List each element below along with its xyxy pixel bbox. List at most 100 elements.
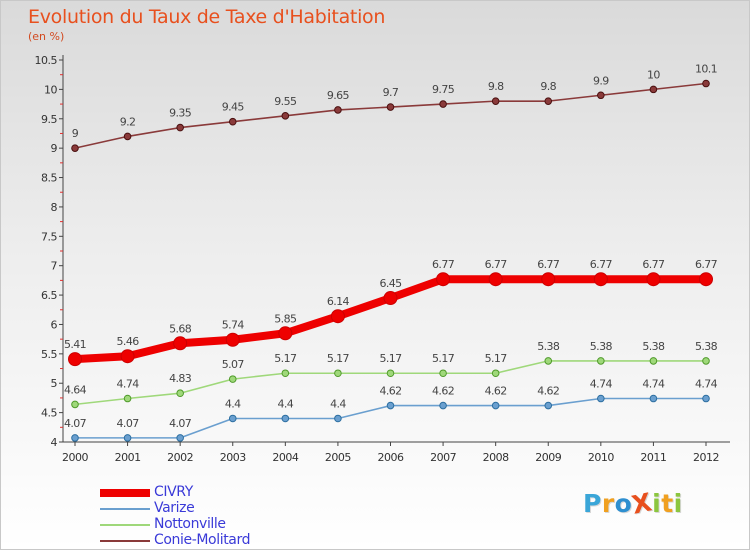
data-point: [120, 349, 135, 364]
data-point: [491, 401, 500, 410]
data-point: [228, 117, 237, 126]
data-point: [597, 91, 605, 100]
data-label: 4.74: [590, 378, 613, 391]
data-label: 9.8: [488, 80, 504, 93]
data-point: [702, 394, 710, 403]
data-label: 6.77: [432, 258, 455, 271]
legend-label: Nottonville: [154, 516, 226, 532]
data-point: [278, 326, 293, 341]
legend-label: CIVRY: [154, 484, 193, 500]
x-tick-label: 2007: [430, 451, 456, 464]
data-point: [439, 369, 447, 378]
data-point: [176, 389, 184, 398]
data-point: [439, 401, 447, 410]
y-tick-label: 7.5: [41, 230, 57, 243]
legend-label: Conie-Molitard: [154, 532, 251, 548]
logo-letter: r: [601, 489, 615, 518]
y-tick-label: 4.5: [41, 407, 57, 420]
data-label: 6.45: [379, 277, 402, 290]
logo-letter: i: [652, 489, 662, 518]
data-label: 5.38: [642, 340, 665, 353]
data-label: 4.83: [169, 372, 192, 385]
data-point: [71, 400, 79, 409]
data-point: [71, 434, 79, 442]
y-tick-label: 9.5: [41, 113, 57, 126]
data-label: 9.2: [120, 115, 136, 128]
data-label: 4.74: [117, 378, 140, 391]
logo-letter: X: [629, 487, 655, 520]
data-label: 4.4: [225, 397, 241, 410]
x-tick-label: 2000: [62, 451, 88, 464]
data-point: [386, 103, 395, 111]
data-point: [71, 144, 79, 152]
data-label: 4.07: [117, 417, 140, 430]
x-tick-label: 2005: [325, 451, 351, 464]
data-point: [491, 97, 500, 105]
data-point: [228, 414, 237, 423]
chart-title: Evolution du Taux de Taxe d'Habitation: [28, 6, 386, 28]
data-point: [281, 112, 290, 120]
data-point: [173, 336, 188, 351]
legend-swatch: [100, 508, 150, 510]
data-label: 5.46: [117, 335, 140, 348]
data-label: 5.17: [485, 352, 508, 365]
data-label: 4.62: [537, 385, 559, 398]
data-point: [281, 369, 290, 378]
data-label: 4.07: [169, 417, 192, 430]
data-label: 5.17: [432, 352, 455, 365]
data-label: 4.4: [277, 397, 293, 410]
data-point: [544, 357, 553, 365]
data-point: [544, 401, 553, 410]
logo-letter: P: [583, 489, 602, 518]
y-tick-label: 8.5: [41, 172, 57, 185]
y-tick-label: 10.5: [35, 54, 58, 67]
logo-letter: t: [661, 489, 674, 518]
y-tick-label: 5.5: [41, 348, 57, 361]
x-tick-label: 2002: [167, 451, 193, 464]
data-point: [702, 357, 710, 365]
data-label: 6.77: [642, 258, 665, 271]
x-tick-label: 2011: [640, 451, 666, 464]
data-label: 4.62: [379, 385, 401, 398]
data-label: 10.1: [695, 63, 717, 76]
data-label: 6.77: [695, 258, 718, 271]
data-label: 5.38: [695, 340, 718, 353]
x-tick-label: 2006: [378, 451, 404, 464]
data-point: [228, 375, 237, 383]
data-point: [334, 369, 342, 378]
data-point: [176, 123, 184, 132]
y-tick-label: 7: [51, 260, 58, 273]
x-tick-label: 2012: [693, 451, 719, 464]
data-point: [436, 272, 451, 287]
data-point: [225, 332, 240, 347]
x-tick-label: 2001: [115, 451, 141, 464]
data-point: [649, 357, 658, 365]
data-point: [699, 272, 713, 287]
y-tick-label: 8: [51, 201, 58, 214]
data-label: 6.77: [537, 258, 560, 271]
data-label: 5.85: [274, 312, 297, 325]
y-tick-label: 6.5: [41, 289, 57, 302]
data-point: [646, 272, 661, 287]
data-label: 6.77: [485, 258, 508, 271]
data-point: [597, 357, 605, 365]
data-label: 9.35: [169, 107, 192, 120]
data-label: 4.62: [432, 385, 454, 398]
data-point: [334, 106, 342, 114]
data-point: [176, 434, 184, 442]
y-tick-label: 9: [51, 142, 58, 155]
data-point: [597, 394, 605, 403]
data-label: 5.74: [222, 319, 245, 332]
data-label: 4.74: [695, 378, 718, 391]
proxiti-logo: ProXiti: [583, 487, 683, 520]
data-label: 5.68: [169, 322, 192, 335]
data-point: [544, 97, 553, 105]
data-label: 4.62: [485, 385, 507, 398]
y-tick-label: 10: [44, 83, 57, 96]
data-point: [123, 132, 132, 141]
data-point: [439, 100, 447, 108]
data-label: 9.45: [222, 101, 245, 114]
data-label: 9: [72, 127, 79, 140]
data-label: 4.74: [642, 378, 665, 391]
